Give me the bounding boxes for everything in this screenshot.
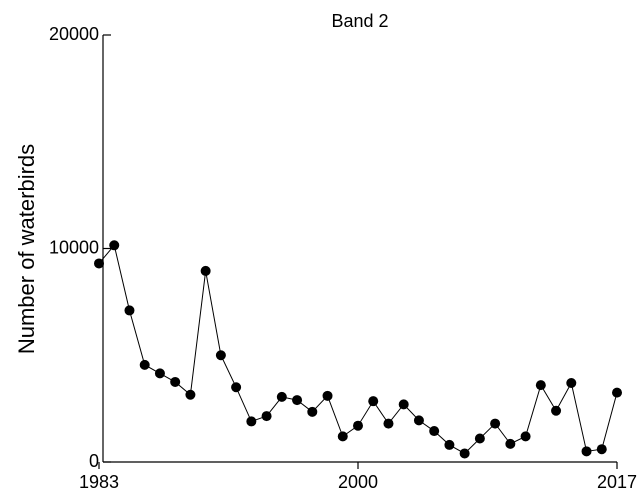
- marker: [368, 396, 379, 407]
- marker: [429, 426, 440, 437]
- marker: [520, 431, 531, 442]
- marker: [474, 433, 485, 444]
- marker: [383, 418, 394, 429]
- marker: [459, 448, 470, 459]
- y-axis-label: Number of waterbirds: [14, 144, 39, 354]
- x-tick-label: 2000: [338, 472, 378, 492]
- marker: [261, 411, 272, 422]
- marker: [215, 350, 226, 361]
- marker: [109, 240, 120, 251]
- y-tick-label: 10000: [49, 237, 99, 257]
- marker: [139, 359, 150, 370]
- marker: [322, 390, 333, 401]
- marker: [170, 376, 181, 387]
- marker: [246, 416, 257, 427]
- marker: [353, 420, 363, 431]
- marker: [581, 446, 592, 457]
- marker: [337, 431, 348, 442]
- y-tick-label: 0: [89, 451, 99, 471]
- marker: [398, 399, 409, 410]
- marker: [185, 389, 196, 400]
- y-tick-label: 20000: [49, 24, 99, 44]
- chart-title: Band 2: [331, 11, 388, 31]
- marker: [596, 444, 607, 455]
- marker: [444, 439, 455, 450]
- marker: [292, 395, 303, 406]
- marker: [154, 368, 165, 379]
- x-tick-label: 1983: [79, 472, 119, 492]
- marker: [94, 258, 104, 269]
- marker: [551, 405, 562, 416]
- x-tick-label: 2017: [597, 472, 637, 492]
- marker: [505, 438, 516, 449]
- marker: [413, 415, 424, 426]
- marker: [566, 378, 577, 389]
- marker: [124, 305, 135, 316]
- marker: [231, 382, 242, 393]
- marker: [612, 387, 622, 398]
- marker: [200, 265, 211, 276]
- marker: [307, 406, 318, 417]
- marker: [490, 418, 501, 429]
- marker: [535, 380, 546, 391]
- marker: [276, 391, 287, 402]
